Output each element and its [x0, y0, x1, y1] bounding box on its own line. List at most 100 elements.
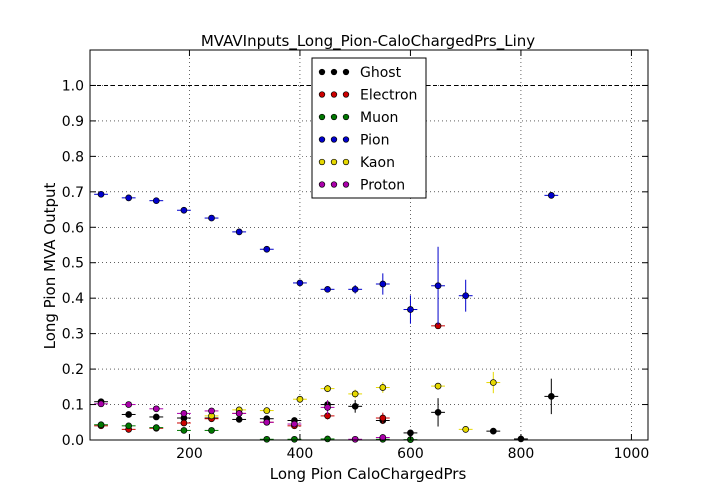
data-point	[434, 382, 442, 390]
y-tick-label: 0.3	[62, 327, 84, 343]
data-point	[235, 410, 243, 417]
data-point	[97, 400, 105, 408]
data-point	[152, 413, 160, 421]
data-point	[125, 411, 133, 418]
legend-marker	[330, 158, 338, 166]
y-tick-label: 0.6	[62, 220, 84, 236]
legend-item-kaon: Kaon	[318, 155, 395, 171]
data-point	[180, 419, 188, 427]
series-pion	[94, 190, 559, 325]
chart-title: MVAVInputs_Long_Pion-CaloChargedPrs_Liny	[201, 32, 535, 51]
data-point	[324, 285, 331, 293]
x-tick-label: 600	[397, 446, 424, 462]
series-proton	[94, 400, 390, 443]
data-point	[324, 404, 331, 411]
y-axis-title: Long Pion MVA Output	[41, 182, 59, 349]
y-tick-label: 0.9	[62, 114, 84, 130]
data-point	[379, 384, 387, 391]
data-point	[379, 434, 387, 441]
y-tick-label: 0.8	[62, 149, 84, 165]
legend-marker	[318, 68, 326, 76]
legend-label: Muon	[360, 110, 398, 126]
data-point	[152, 405, 160, 413]
legend-marker	[318, 113, 326, 121]
x-tick-label: 1000	[614, 446, 650, 462]
legend-marker	[330, 91, 338, 98]
legend-marker	[318, 91, 326, 98]
data-point	[407, 306, 414, 313]
data-point	[324, 435, 331, 443]
data-point	[125, 422, 133, 430]
legend-box	[311, 57, 427, 199]
legend-marker	[342, 158, 350, 166]
legend-item-muon: Muon	[318, 110, 398, 126]
data-point	[152, 424, 160, 431]
legend-item-pion: Pion	[318, 133, 389, 149]
y-tick-label: 0.4	[62, 291, 84, 307]
data-point	[351, 285, 359, 293]
data-point	[547, 192, 555, 199]
data-point	[291, 435, 298, 443]
data-point	[235, 228, 243, 236]
series-kaon	[204, 371, 501, 433]
y-tick-label: 0.5	[62, 256, 84, 272]
y-tick-label: 1.0	[62, 78, 84, 94]
data-point	[547, 393, 555, 400]
legend-marker	[330, 113, 338, 121]
data-point	[434, 408, 442, 416]
data-point	[263, 418, 271, 426]
x-tick-label: 800	[508, 446, 535, 462]
data-point	[152, 197, 160, 205]
legend-marker	[330, 68, 338, 76]
x-axis-title: Long Pion CaloChargedPrs	[270, 465, 467, 483]
data-point	[180, 427, 188, 434]
data-point	[351, 435, 359, 443]
legend-item-electron: Electron	[318, 88, 417, 104]
y-tick-label: 0.2	[62, 362, 84, 378]
data-point	[97, 421, 105, 429]
data-point	[351, 402, 359, 410]
legend-label: Ghost	[360, 65, 402, 81]
axes: 200 400 600 800 1000 0.0 0.1 0.2 0.3 0.4 0.5 0.6 0.7…	[62, 50, 650, 462]
data-point	[296, 395, 304, 403]
data-point	[324, 385, 331, 392]
y-tick-label: 0.1	[62, 398, 84, 414]
data-point	[434, 282, 442, 290]
data-point	[263, 435, 271, 443]
data-layer	[94, 190, 559, 443]
plot-frame	[89, 49, 649, 441]
y-tick-label: 0.0	[62, 433, 84, 449]
legend-label: Proton	[360, 178, 405, 194]
legend-marker	[342, 68, 350, 76]
y-tick-label: 0.7	[62, 185, 84, 201]
data-point	[379, 414, 387, 422]
data-point	[125, 401, 133, 408]
legend-label: Kaon	[360, 155, 395, 171]
x-tick-label: 200	[176, 446, 203, 462]
legend-marker	[342, 91, 350, 98]
data-point	[379, 280, 387, 288]
legend-marker	[330, 136, 338, 143]
legend-marker	[342, 181, 350, 188]
legend-marker	[318, 158, 326, 166]
data-point	[235, 416, 243, 423]
data-point	[263, 407, 271, 414]
legend-item-ghost: Ghost	[318, 65, 402, 81]
data-point	[462, 426, 470, 433]
legend-label: Pion	[360, 133, 389, 149]
data-point	[97, 190, 105, 198]
legend-marker	[342, 136, 350, 143]
data-point	[291, 420, 298, 428]
legend-marker	[318, 181, 326, 188]
data-point	[208, 427, 215, 434]
data-point	[180, 206, 188, 214]
x-tick-label: 400	[287, 446, 314, 462]
data-point	[462, 292, 470, 300]
data-point	[489, 379, 497, 386]
legend: Ghost Electron Muon Pion Kaon Proton	[311, 57, 427, 199]
data-point	[296, 279, 304, 287]
legend-marker	[342, 113, 350, 121]
data-point	[351, 390, 359, 398]
legend-marker	[318, 136, 326, 143]
